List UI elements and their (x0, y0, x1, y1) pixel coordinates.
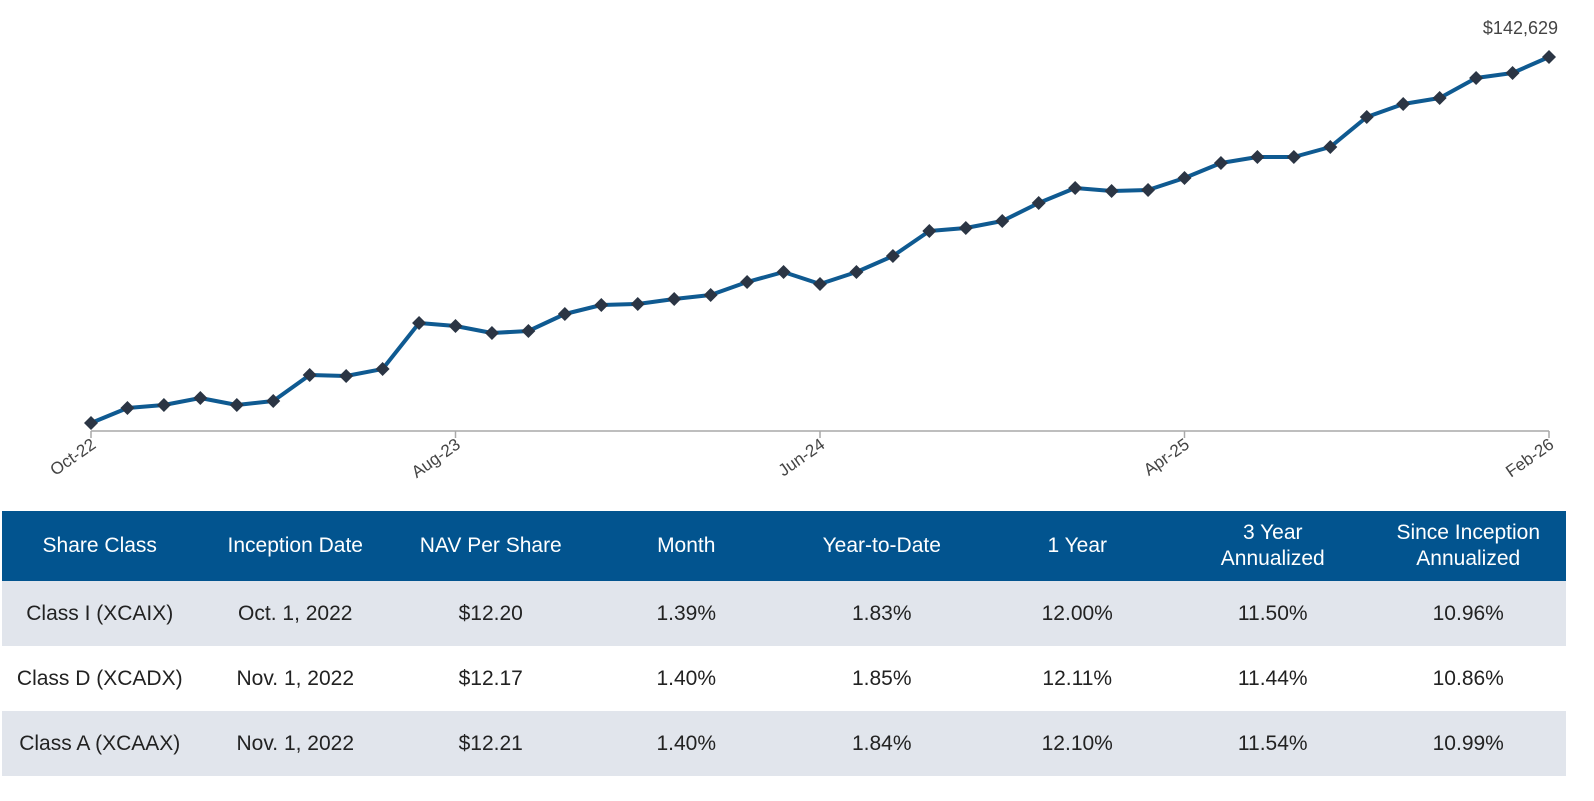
data-point (849, 264, 864, 279)
table-body: Class I (XCAIX) Oct. 1, 2022 $12.20 1.39% 1.… (2, 581, 1566, 776)
x-tick-label: Apr-25 (1140, 435, 1193, 480)
chart: Oct-22 Aug-23 Jun-24 Apr-25 Feb-26 $142,629 (47, 18, 1558, 482)
table-cell: $12.20 (393, 581, 589, 646)
table-cell: Class I (XCAIX) (2, 581, 198, 646)
x-tick-label: Oct-22 (47, 435, 100, 480)
table-cell: Nov. 1, 2022 (197, 711, 393, 776)
data-point (958, 221, 973, 236)
data-point (594, 298, 609, 313)
x-tick-label: Aug-23 (408, 435, 464, 482)
data-point (703, 287, 718, 302)
data-point (156, 397, 171, 412)
data-point (1286, 150, 1301, 165)
data-point (484, 326, 499, 341)
header-cell: Year-to-Date (784, 511, 980, 581)
table-cell: 11.44% (1237, 666, 1308, 690)
data-point (813, 276, 827, 291)
header-cell: 1 Year (979, 511, 1175, 581)
data-point (1250, 150, 1265, 165)
data-point (1359, 110, 1374, 125)
table-cell: 1.85% (851, 666, 912, 690)
table-cell: 1.40% (588, 711, 784, 776)
table-cell: 12.10% (979, 711, 1175, 776)
header-cell: 3 Year Annualized (1175, 511, 1371, 581)
data-point (1542, 50, 1556, 64)
data-point (1396, 97, 1411, 112)
table-cell: Class D (XCADX) (16, 666, 183, 690)
data-point (1068, 181, 1083, 196)
table-cell: 1.84% (784, 711, 980, 776)
table-cell: Oct. 1, 2022 (197, 581, 393, 646)
data-point (120, 400, 135, 415)
data-point (448, 318, 463, 333)
table-row: Class I (XCAIX) Oct. 1, 2022 $12.20 1.39% 1.… (2, 581, 1566, 646)
x-tick-label: Feb-26 (1502, 435, 1557, 481)
table-cell: 12.00% (979, 581, 1175, 646)
table-cell: 11.50% (1175, 581, 1371, 646)
data-label: $142,629 (1483, 18, 1558, 38)
header-cell: Since Inception Annualized (1370, 511, 1566, 581)
header-cell: Inception Date (197, 511, 393, 581)
table-cell: 11.54% (1175, 711, 1371, 776)
data-point (1505, 65, 1520, 80)
data-point (1177, 170, 1192, 185)
data-point (1031, 196, 1046, 211)
table-cell: Class A (XCAAX) (2, 711, 198, 776)
table-cell: $12.17 (458, 666, 523, 690)
data-point (1213, 156, 1228, 171)
data-point (266, 394, 281, 409)
performance-table: Share Class Inception Date NAV Per Share Mo… (2, 511, 1566, 776)
table-cell: $12.21 (393, 711, 589, 776)
table-cell: Nov. 1, 2022 (236, 666, 355, 690)
data-point (193, 391, 208, 406)
table-cell: 12.11% (1042, 666, 1113, 690)
data-point (1323, 139, 1338, 154)
data-point (229, 397, 244, 412)
table-cell: 10.99% (1370, 711, 1566, 776)
data-point (1469, 71, 1484, 86)
table-row: Class D (XCADX) Nov. 1, 2022 $12.17 1.40% 1.… (2, 646, 1566, 711)
data-point (1141, 182, 1156, 197)
header-cell: Month (588, 511, 784, 581)
data-point (776, 264, 791, 279)
data-point (557, 306, 572, 321)
table-cell: 10.96% (1370, 581, 1566, 646)
header-cell: NAV Per Share (393, 511, 589, 581)
data-point (740, 275, 755, 290)
data-point (1432, 91, 1447, 106)
data-point (667, 292, 682, 307)
data-point (922, 224, 937, 239)
data-point (1104, 184, 1119, 199)
data-point (84, 416, 98, 430)
data-point (375, 361, 390, 376)
data-point (521, 323, 536, 338)
data-point (630, 297, 645, 312)
table-header: Share Class Inception Date NAV Per Share Mo… (2, 511, 1566, 581)
table-cell: 1.40% (656, 666, 717, 690)
table-row: Class A (XCAAX) Nov. 1, 2022 $12.21 1.40% 1.… (2, 711, 1566, 776)
data-point (885, 249, 900, 264)
data-point (412, 315, 427, 330)
header-cell: Share Class (2, 511, 198, 581)
table-cell: 1.39% (588, 581, 784, 646)
table-cell: 1.83% (784, 581, 980, 646)
data-point (995, 213, 1010, 228)
x-tick-label: Jun-24 (775, 435, 828, 480)
table-cell: 10.86% (1432, 666, 1504, 690)
data-point (302, 368, 317, 383)
data-point (339, 369, 354, 384)
